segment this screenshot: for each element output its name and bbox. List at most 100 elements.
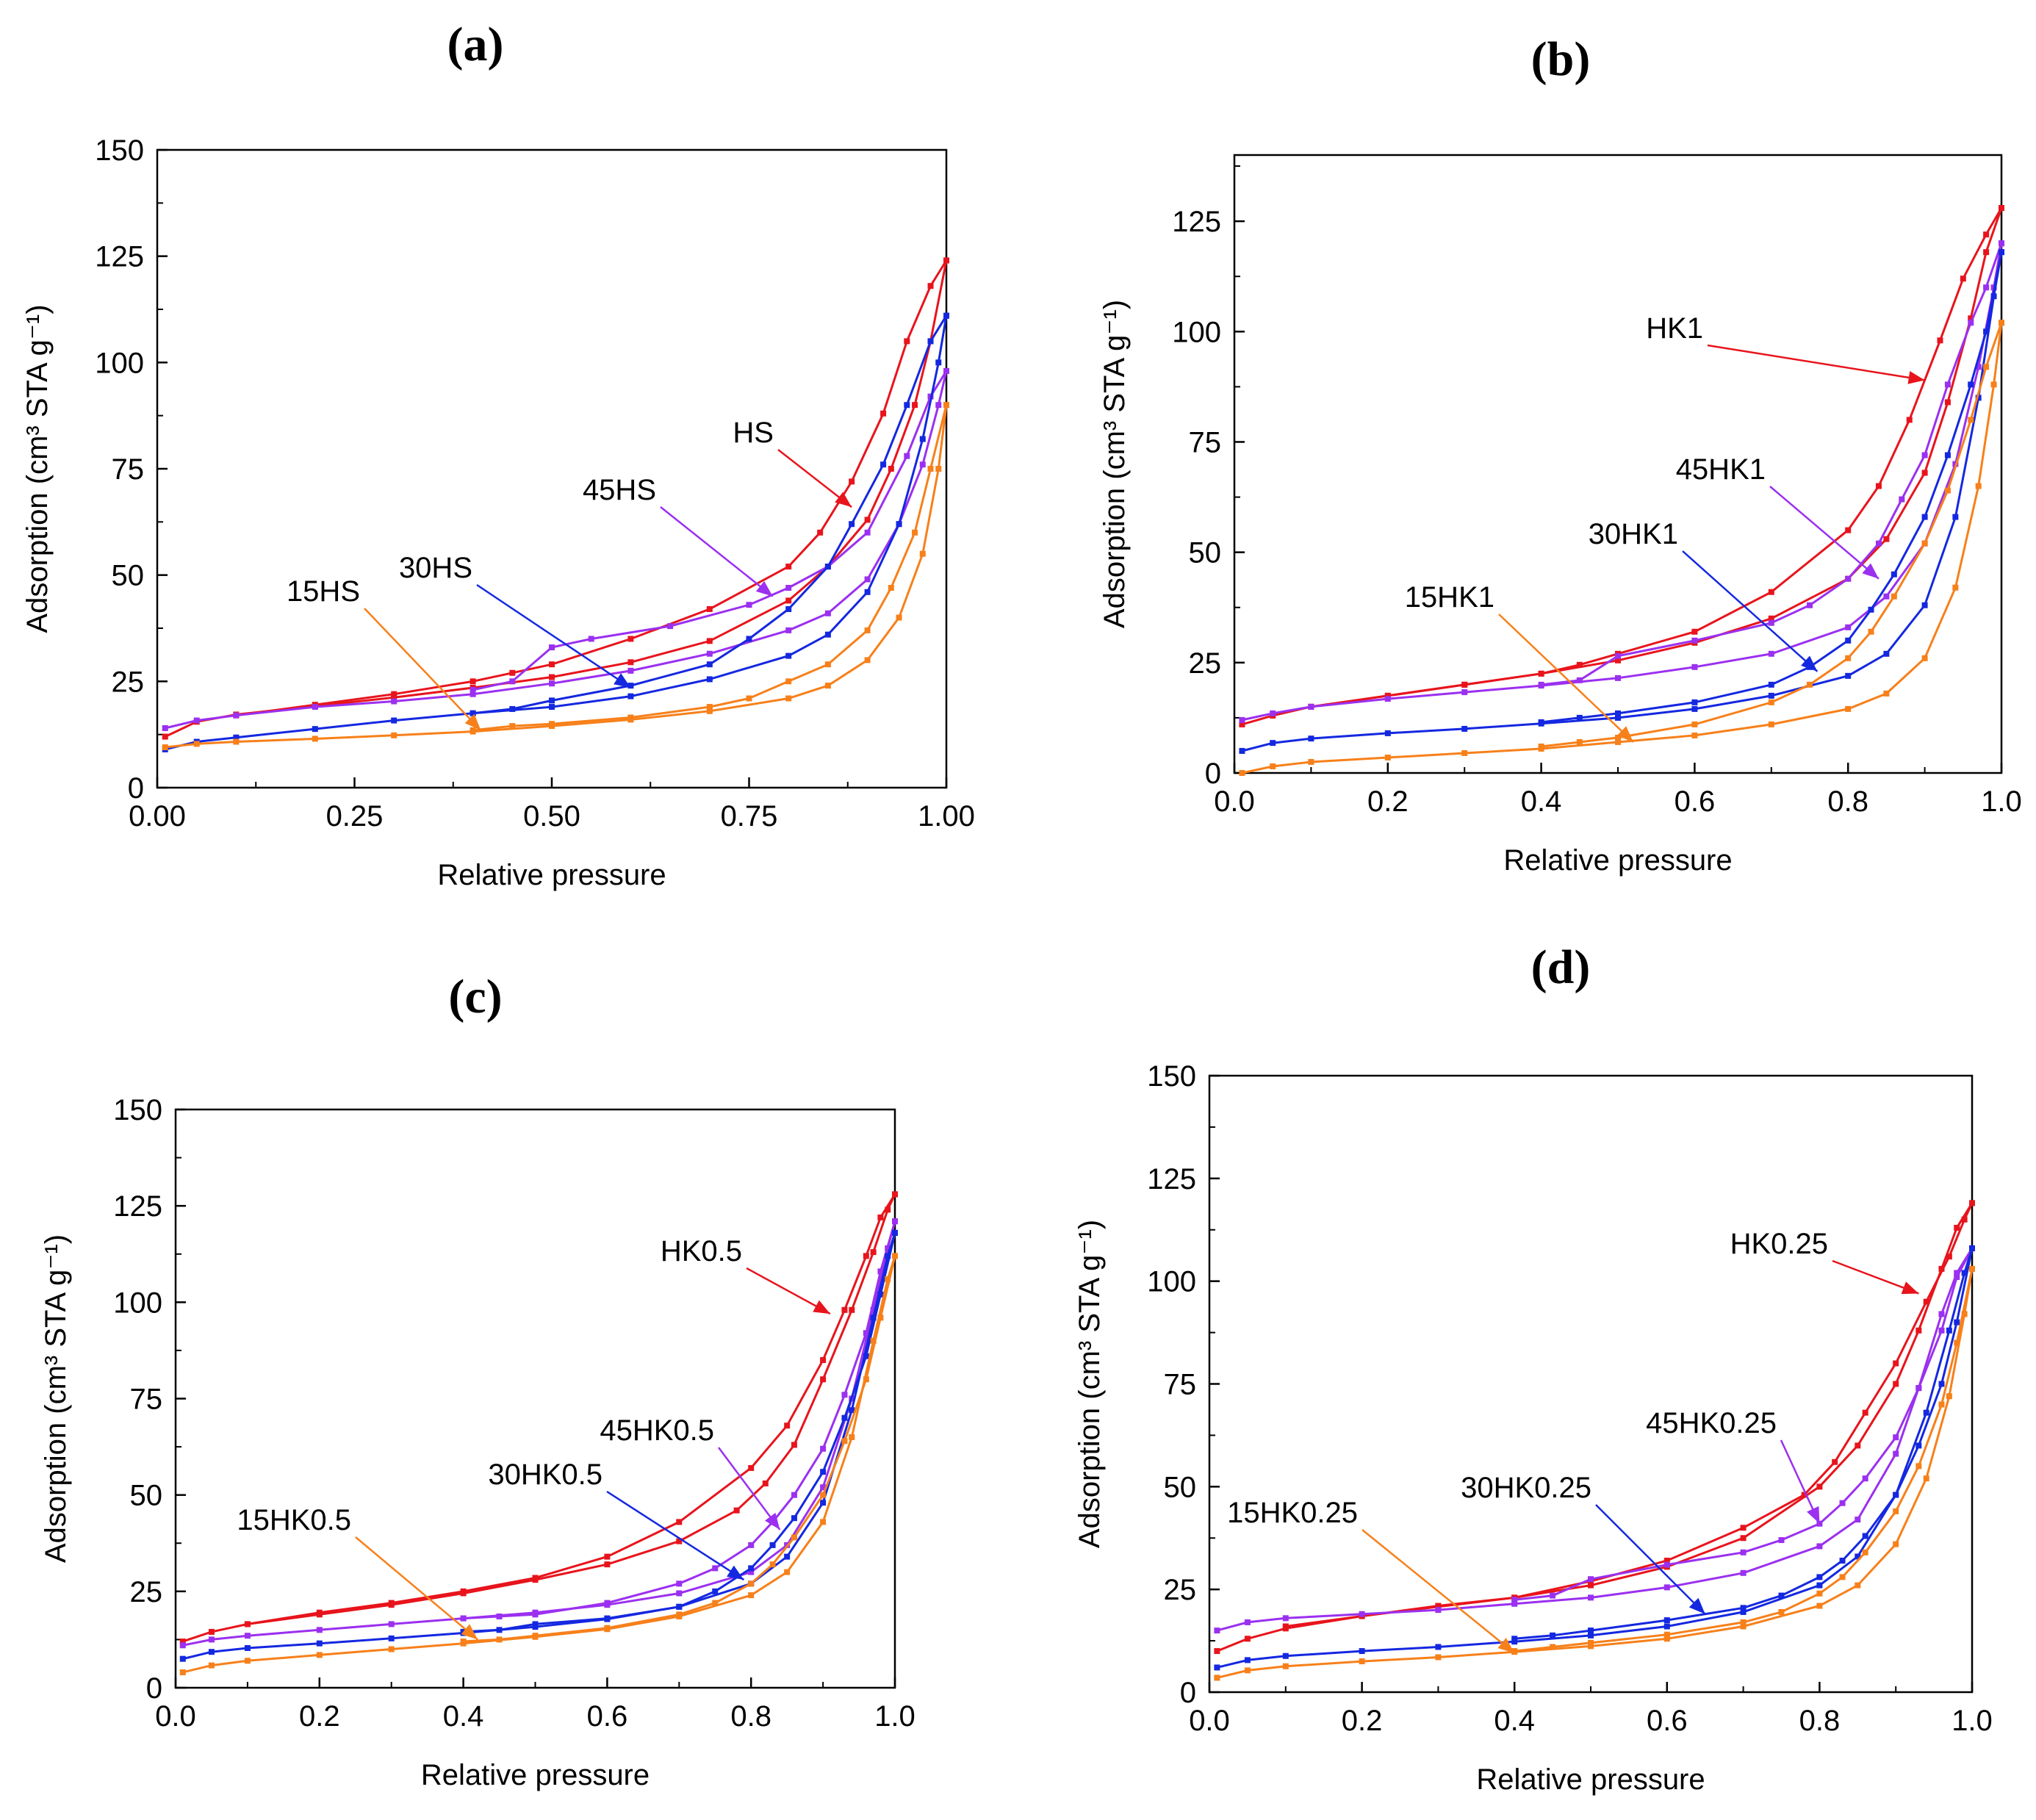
data-point <box>1816 1582 1823 1589</box>
data-point <box>208 1628 215 1635</box>
data-point <box>388 1646 395 1652</box>
data-point <box>706 676 713 683</box>
data-point <box>1893 1360 1899 1367</box>
data-point <box>604 1561 611 1568</box>
data-point <box>676 1519 683 1525</box>
data-point <box>1778 1592 1785 1599</box>
data-point <box>870 1306 877 1313</box>
data-point <box>1740 1619 1747 1625</box>
arrow-head <box>1688 1597 1705 1614</box>
data-point <box>1983 249 1990 256</box>
data-point <box>824 610 831 616</box>
data-point <box>885 1276 891 1282</box>
series-30HK0.5 <box>179 1229 898 1662</box>
desorption-line <box>1541 242 2003 686</box>
x-tick-label: 0.50 <box>523 800 580 832</box>
y-tick-label: 150 <box>95 134 144 167</box>
data-point <box>849 521 855 528</box>
data-point <box>627 714 634 721</box>
data-point <box>927 338 934 345</box>
data-point <box>888 466 894 472</box>
desorption-line <box>472 370 948 691</box>
annotation-arrow <box>1682 550 1819 672</box>
data-point <box>1960 276 1966 282</box>
data-point <box>1576 738 1583 745</box>
data-point <box>1923 1409 1929 1416</box>
data-point <box>1839 1500 1846 1506</box>
data-point <box>676 1580 683 1587</box>
data-point <box>1944 487 1951 494</box>
data-point <box>1968 320 1974 326</box>
data-point <box>1282 1623 1289 1630</box>
data-point <box>1270 710 1276 716</box>
data-point <box>706 661 713 668</box>
data-point <box>1983 364 1990 370</box>
arrow-head <box>464 713 481 730</box>
data-point <box>1538 719 1544 725</box>
data-point <box>1239 770 1245 776</box>
data-point <box>1862 1475 1868 1482</box>
annotation-arrow <box>1707 344 1925 381</box>
data-point <box>391 717 398 724</box>
data-point <box>927 466 934 472</box>
data-point <box>1740 1605 1747 1611</box>
data-point <box>1845 624 1852 630</box>
data-point <box>1946 1327 1952 1334</box>
data-point <box>1916 1327 1922 1334</box>
data-point <box>193 741 200 747</box>
arrow-head <box>1807 1506 1820 1524</box>
data-point <box>1954 1270 1960 1276</box>
data-point <box>1768 692 1774 699</box>
y-tick-label: 0 <box>1180 1677 1196 1709</box>
data-point <box>1244 1657 1251 1663</box>
data-point <box>1740 1549 1747 1555</box>
data-point <box>1461 725 1468 732</box>
data-point <box>1845 705 1852 712</box>
data-point <box>1691 699 1698 705</box>
data-point <box>1816 1574 1823 1580</box>
data-point <box>391 732 398 738</box>
data-point <box>549 680 555 687</box>
data-point <box>1239 716 1245 723</box>
data-point <box>627 636 634 642</box>
data-point <box>312 726 318 733</box>
data-point <box>1615 738 1621 745</box>
data-point <box>1961 1311 1968 1317</box>
data-point <box>1969 1200 1975 1206</box>
data-point <box>1615 734 1621 741</box>
y-tick-label: 50 <box>130 1480 163 1512</box>
annotation-arrow <box>355 1536 478 1641</box>
series-label: 30HK0.5 <box>488 1458 602 1491</box>
data-point <box>892 1253 898 1259</box>
panel-label: (c) <box>448 970 502 1024</box>
data-point <box>1916 1463 1922 1470</box>
data-point <box>532 1633 539 1639</box>
data-point <box>1816 1590 1823 1597</box>
x-tick-label: 0.4 <box>1521 785 1562 818</box>
data-point <box>549 674 555 680</box>
arrow-head <box>727 1565 744 1580</box>
data-point <box>1893 1492 1899 1498</box>
data-point <box>748 1565 755 1572</box>
data-point <box>896 521 902 528</box>
data-point <box>904 453 910 459</box>
data-point <box>1282 1663 1289 1669</box>
data-point <box>1845 672 1852 679</box>
series-label: 30HK1 <box>1589 518 1678 550</box>
arrow-head <box>1862 563 1879 579</box>
data-point <box>549 661 555 668</box>
data-point <box>388 1602 395 1608</box>
data-point <box>712 1588 719 1594</box>
arrow-head <box>614 673 631 688</box>
data-point <box>1845 575 1852 582</box>
data-point <box>748 1580 755 1587</box>
x-tick-label: 0.6 <box>1647 1705 1688 1737</box>
data-point <box>1270 763 1276 769</box>
desorption-line <box>247 1193 896 1625</box>
y-tick-label: 50 <box>112 560 145 592</box>
data-point <box>1944 452 1951 458</box>
data-point <box>460 1639 467 1645</box>
data-point <box>1691 732 1698 738</box>
data-point <box>676 1603 683 1610</box>
data-point <box>208 1636 215 1643</box>
